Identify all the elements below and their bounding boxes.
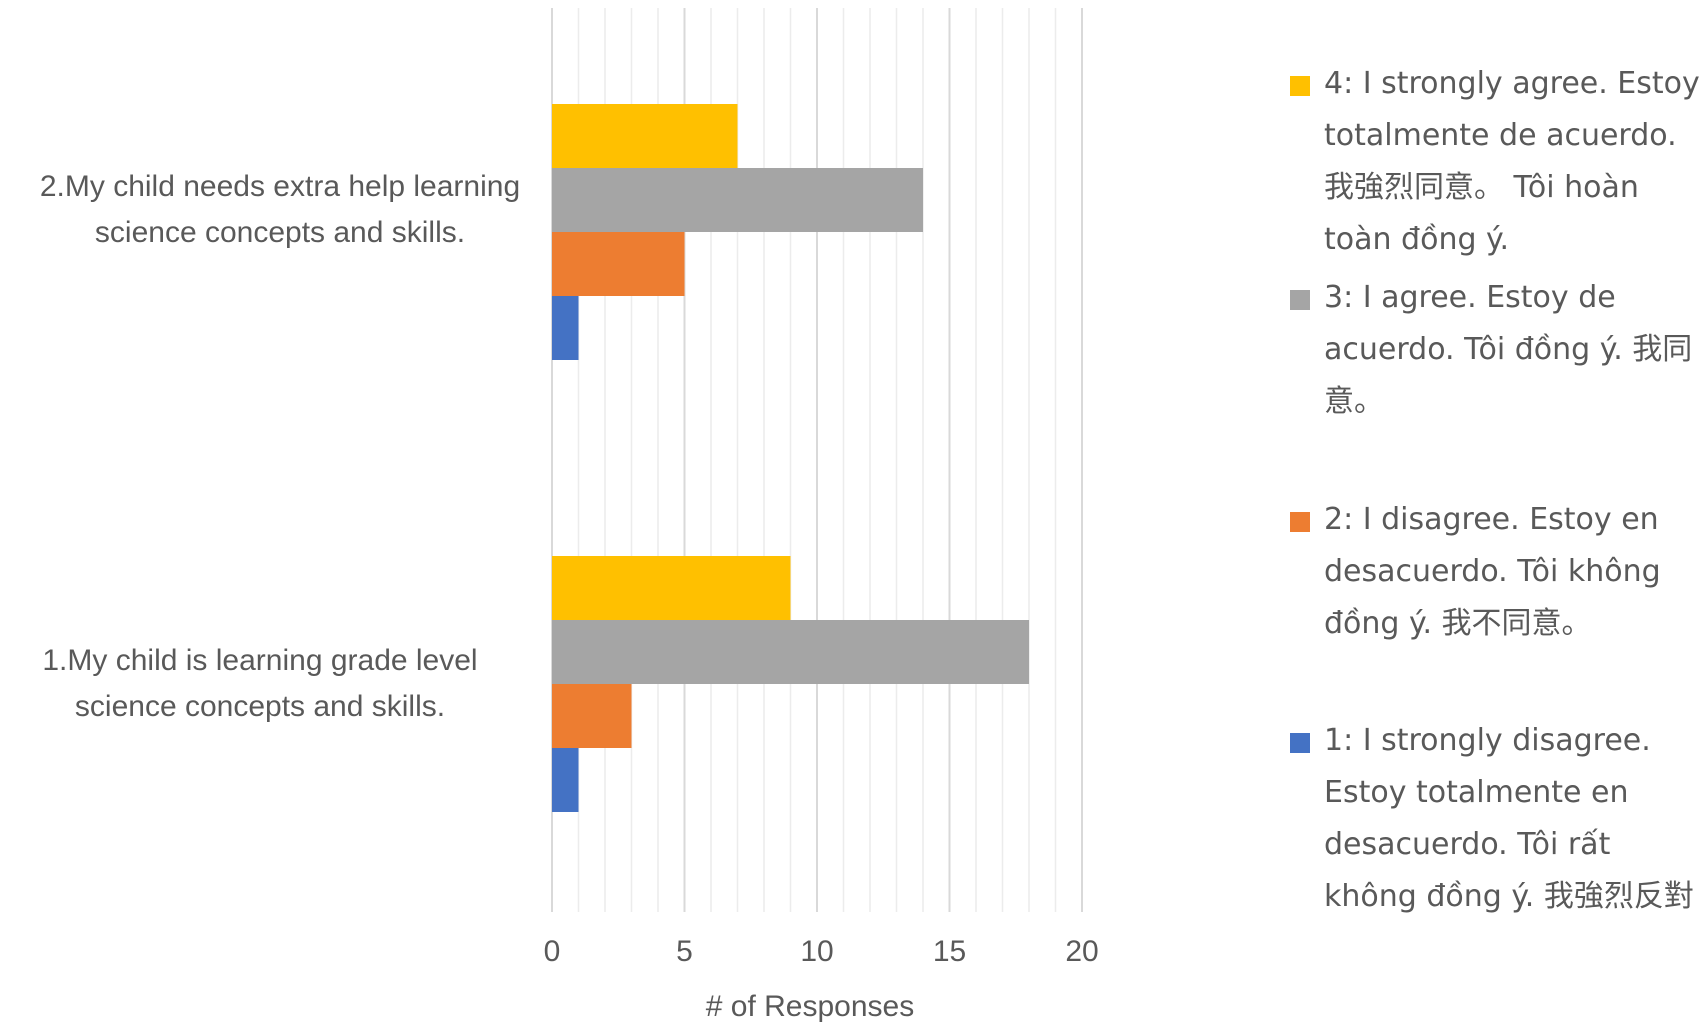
legend-swatch [1290, 512, 1310, 532]
category-label-2: 2.My child needs extra help learning sci… [39, 170, 521, 249]
bar-cat2-series1 [552, 296, 579, 360]
x-axis-title: # of Responses [705, 990, 915, 1023]
legend-swatch [1290, 290, 1310, 310]
legend-label: 1: I strongly disagree. Estoy totalmente… [1324, 723, 1694, 914]
bar-cat2-series2 [552, 232, 685, 296]
bars [552, 104, 1029, 812]
bar-cat2-series3 [552, 168, 923, 232]
bar-cat1-series4 [552, 556, 791, 620]
x-tick-label: 10 [800, 935, 834, 968]
bar-cat2-series4 [552, 104, 738, 168]
x-tick-label: 15 [932, 935, 967, 968]
bar-cat1-series2 [552, 684, 632, 748]
x-tick-label: 5 [676, 935, 693, 968]
legend-label: 4: I strongly agree. Estoy totalmente de… [1324, 66, 1700, 257]
x-tick-label: 20 [1065, 935, 1099, 968]
legend-swatch [1290, 76, 1310, 96]
legend-label: 2: I disagree. Estoy en desacuerdo. Tôi … [1324, 502, 1661, 641]
legend-swatch [1290, 733, 1310, 753]
bar-cat1-series3 [552, 620, 1029, 684]
bar-cat1-series1 [552, 748, 579, 812]
category-label-1: 1.My child is learning grade level scien… [42, 644, 478, 723]
legend-label: 3: I agree. Estoy de acuerdo. Tôi đồng ý… [1324, 280, 1693, 419]
x-tick-label: 0 [543, 935, 561, 968]
